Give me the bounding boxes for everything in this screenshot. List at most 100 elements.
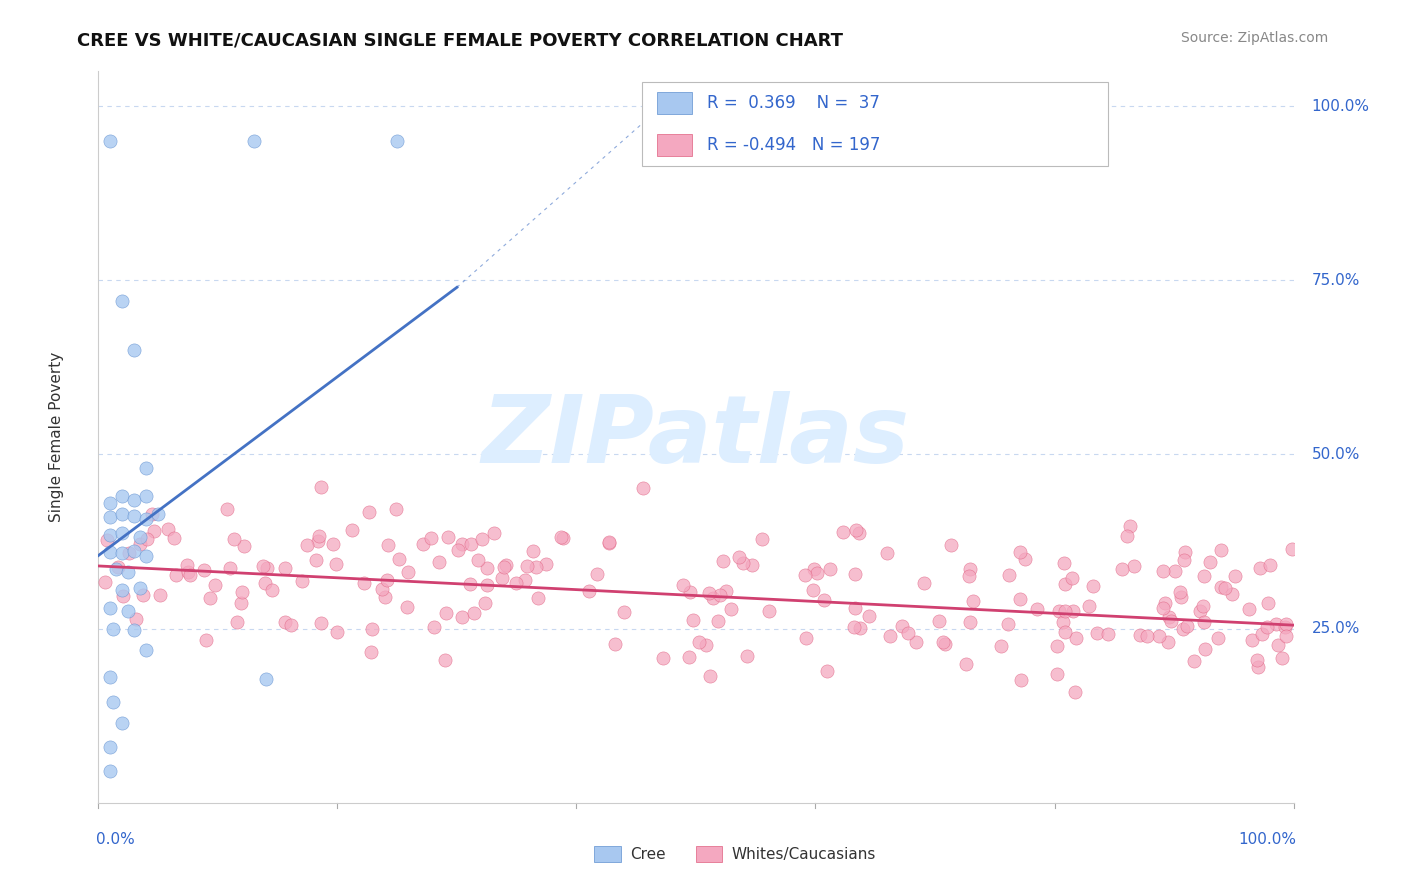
Point	[806, 566, 828, 581]
Point	[131, 588, 153, 602]
Point	[129, 530, 152, 544]
Text: R = -0.494   N = 197: R = -0.494 N = 197	[707, 136, 880, 154]
Point	[1062, 604, 1084, 618]
Point	[125, 612, 148, 626]
Point	[193, 563, 215, 577]
FancyBboxPatch shape	[643, 82, 1108, 167]
Point	[633, 481, 655, 495]
Point	[876, 546, 898, 560]
Point	[1206, 631, 1229, 645]
Point	[1170, 590, 1192, 604]
Text: 25.0%: 25.0%	[1312, 621, 1360, 636]
Point	[1160, 614, 1182, 628]
Point	[359, 504, 381, 518]
Point	[803, 562, 825, 576]
Point	[524, 560, 547, 574]
Point	[905, 635, 928, 649]
Point	[305, 553, 328, 567]
Point	[679, 584, 702, 599]
Text: 75.0%: 75.0%	[1312, 273, 1360, 288]
Point	[1010, 673, 1032, 688]
Point	[274, 561, 297, 575]
Point	[1062, 571, 1084, 585]
Point	[1249, 561, 1271, 575]
Point	[758, 604, 780, 618]
Text: Source: ZipAtlas.com: Source: ZipAtlas.com	[1181, 31, 1329, 45]
Point	[98, 496, 122, 510]
Point	[818, 561, 841, 575]
Point	[1064, 685, 1087, 699]
Point	[796, 631, 818, 645]
Point	[225, 615, 247, 629]
Point	[939, 537, 962, 551]
Point	[848, 526, 870, 541]
Text: Cree: Cree	[630, 847, 666, 862]
Point	[1053, 624, 1076, 639]
Point	[135, 489, 157, 503]
Text: 100.0%: 100.0%	[1237, 832, 1296, 847]
Point	[741, 558, 763, 572]
Point	[1014, 552, 1036, 566]
Point	[128, 537, 150, 551]
Point	[598, 535, 620, 549]
Point	[492, 560, 515, 574]
Point	[586, 566, 609, 581]
Point	[957, 569, 980, 583]
Point	[1189, 604, 1212, 618]
Point	[613, 605, 636, 619]
Point	[699, 669, 721, 683]
Point	[1275, 617, 1298, 632]
Point	[1152, 600, 1174, 615]
Point	[711, 554, 734, 568]
Point	[682, 613, 704, 627]
Point	[396, 566, 419, 580]
Point	[858, 609, 880, 624]
Point	[1159, 609, 1181, 624]
Point	[695, 638, 717, 652]
Point	[436, 606, 458, 620]
Point	[256, 561, 278, 575]
Point	[516, 559, 538, 574]
Point	[420, 531, 443, 545]
Point	[598, 535, 620, 549]
Point	[395, 599, 418, 614]
Point	[101, 622, 124, 636]
Point	[176, 558, 198, 573]
Point	[388, 551, 411, 566]
Point	[897, 625, 920, 640]
Point	[165, 567, 187, 582]
Point	[111, 583, 134, 598]
Point	[371, 582, 394, 597]
Point	[98, 764, 122, 779]
Point	[427, 555, 450, 569]
Point	[962, 593, 984, 607]
Point	[307, 533, 329, 548]
Point	[308, 529, 330, 543]
Point	[219, 560, 242, 574]
Point	[1223, 568, 1246, 582]
Point	[709, 588, 731, 602]
Point	[385, 502, 408, 516]
Point	[254, 672, 277, 686]
Point	[1256, 596, 1278, 610]
Point	[111, 489, 134, 503]
Text: Single Female Poverty: Single Female Poverty	[49, 352, 65, 522]
Point	[550, 530, 572, 544]
Point	[460, 537, 482, 551]
Point	[98, 545, 122, 559]
Point	[845, 523, 868, 537]
Point	[678, 650, 700, 665]
Point	[879, 629, 901, 643]
Point	[1008, 592, 1031, 607]
Point	[1194, 615, 1216, 630]
Point	[111, 589, 134, 603]
Point	[1052, 615, 1074, 629]
Point	[471, 532, 494, 546]
Point	[1271, 650, 1294, 665]
Point	[129, 581, 152, 595]
Point	[990, 640, 1012, 654]
Point	[672, 578, 695, 592]
Point	[997, 616, 1019, 631]
Point	[98, 134, 122, 148]
Point	[360, 622, 382, 636]
